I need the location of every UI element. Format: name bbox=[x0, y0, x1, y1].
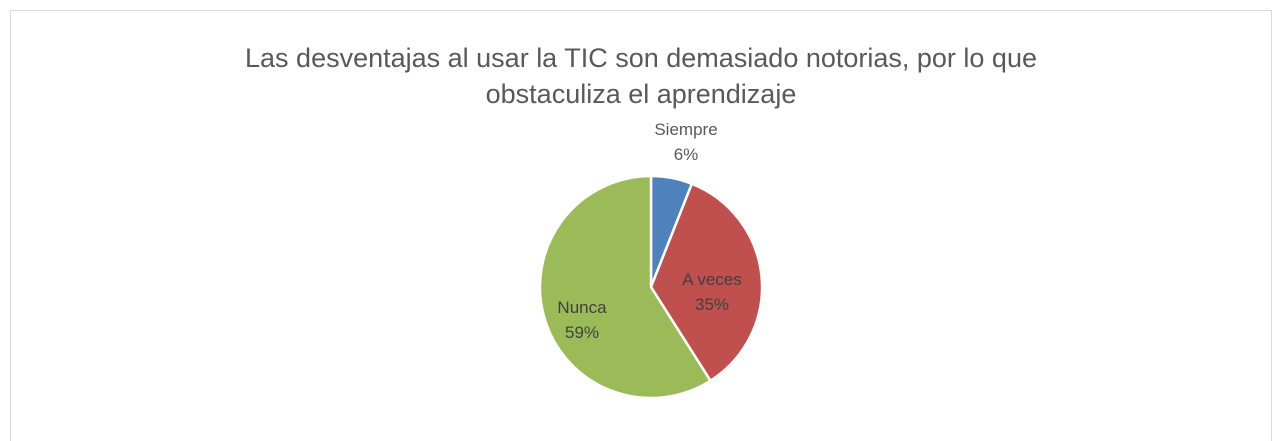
chart-border bbox=[10, 10, 1272, 441]
data-label: Siempre 6% bbox=[654, 120, 717, 164]
data-label: A veces 35% bbox=[682, 270, 742, 314]
label-value: 59% bbox=[565, 323, 599, 342]
pie-slice bbox=[649, 182, 764, 383]
label-category: A veces bbox=[682, 270, 742, 289]
label-category: Siempre bbox=[654, 120, 717, 139]
label-category: Nunca bbox=[557, 298, 607, 317]
data-label: Nunca 59% bbox=[557, 298, 607, 342]
pie-slice bbox=[538, 174, 713, 400]
label-value: 6% bbox=[674, 145, 699, 164]
label-value: 35% bbox=[695, 295, 729, 314]
chart-title: Las desventajas al usar la TIC son demas… bbox=[245, 43, 1037, 109]
